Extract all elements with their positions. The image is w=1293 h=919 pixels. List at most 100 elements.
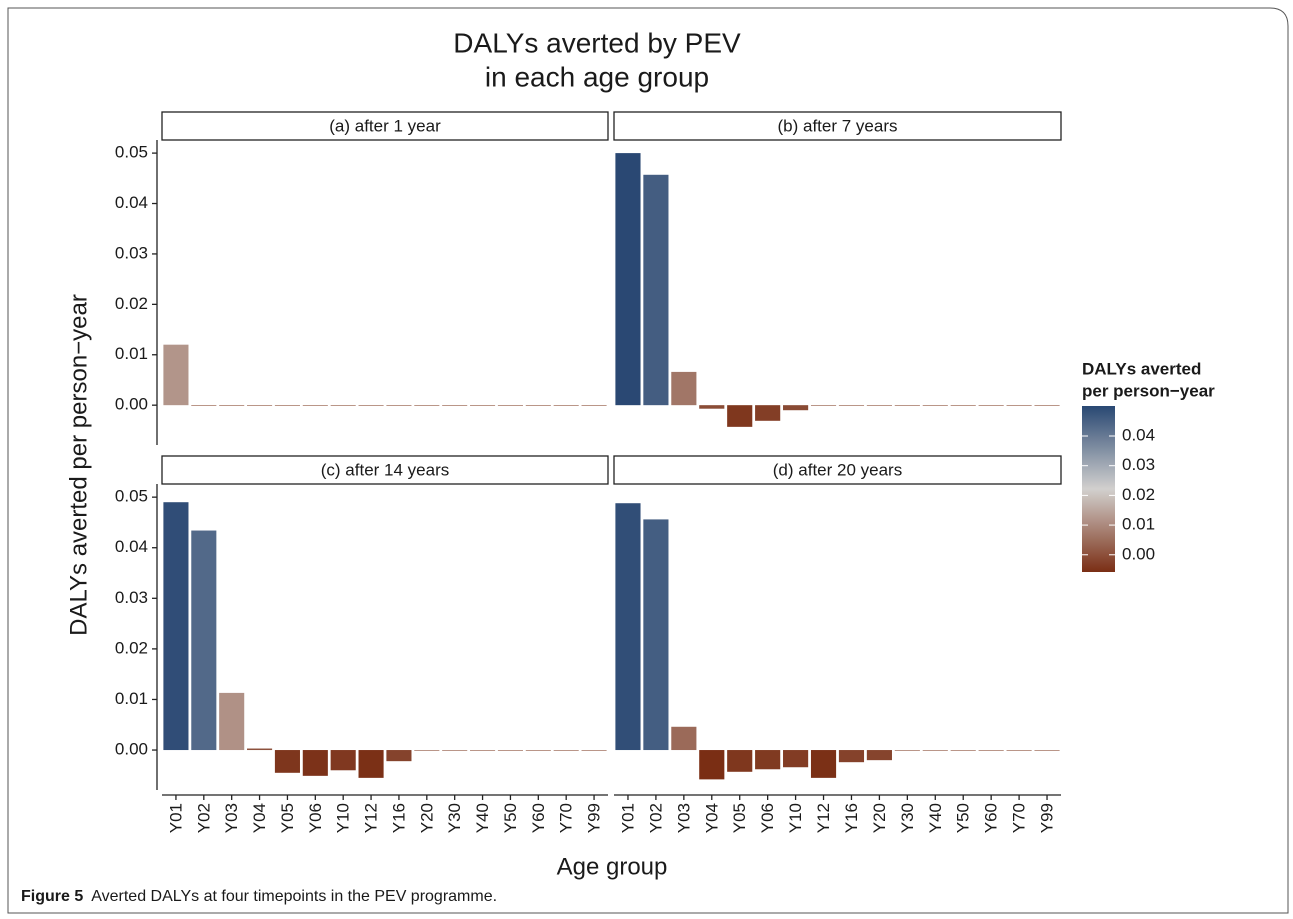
- x-tick-label: Y02: [646, 803, 665, 833]
- bar: [783, 750, 809, 768]
- x-tick-label: Y99: [585, 803, 604, 833]
- bar: [1006, 405, 1032, 406]
- y-tick-label: 0.00: [115, 740, 148, 759]
- bar: [581, 405, 607, 406]
- caption-text: Averted DALYs at four timepoints in the …: [91, 888, 497, 905]
- bar: [727, 405, 753, 427]
- bar: [1034, 750, 1060, 751]
- bar: [219, 692, 245, 751]
- bar: [191, 530, 217, 751]
- x-tick-label: Y60: [982, 803, 1001, 833]
- x-tick-label: Y04: [250, 803, 269, 833]
- bar: [386, 750, 412, 762]
- caption: Figure 5 Averted DALYs at four timepoints…: [21, 888, 497, 905]
- chart-title: DALYs averted by PEV: [453, 27, 741, 58]
- caption-label: Figure 5: [21, 888, 83, 905]
- bar: [810, 405, 837, 406]
- bar: [442, 750, 468, 751]
- y-tick-label: 0.05: [115, 487, 148, 506]
- y-tick-label: 0.02: [115, 294, 148, 313]
- bar: [302, 750, 328, 776]
- bar: [838, 750, 865, 763]
- bar: [838, 405, 865, 406]
- x-tick-label: Y03: [674, 803, 693, 833]
- x-tick-label: Y12: [362, 803, 381, 833]
- bar: [978, 750, 1004, 751]
- legend-tick-label: 0.01: [1122, 515, 1155, 534]
- x-tick-label: Y50: [501, 803, 520, 833]
- bar: [274, 405, 300, 406]
- strip-title: (b) after 7 years: [778, 116, 898, 135]
- bar: [358, 750, 384, 778]
- strip: [161, 455, 609, 485]
- strip: [613, 111, 1062, 141]
- bar: [810, 750, 837, 778]
- bar: [163, 344, 189, 406]
- legend-tick-label: 0.03: [1122, 455, 1155, 474]
- legend-tick-label: 0.04: [1122, 425, 1155, 444]
- x-tick-label: Y20: [417, 803, 436, 833]
- bar: [470, 405, 496, 406]
- bar: [615, 503, 641, 751]
- strip-title: (c) after 14 years: [321, 460, 450, 479]
- y-tick-label: 0.01: [115, 344, 148, 363]
- legend-tick-label: 0.00: [1122, 544, 1155, 563]
- bar: [302, 405, 328, 406]
- bar: [755, 750, 781, 770]
- x-tick-label: Y40: [926, 803, 945, 833]
- legend-title: per person−year: [1082, 381, 1215, 400]
- strip: [161, 111, 609, 141]
- strip-title: (a) after 1 year: [329, 116, 441, 135]
- bar: [358, 405, 384, 406]
- bar: [163, 502, 189, 751]
- x-tick-label: Y30: [898, 803, 917, 833]
- x-tick-label: Y40: [473, 803, 492, 833]
- bar: [894, 750, 920, 751]
- x-tick-label: Y20: [870, 803, 889, 833]
- y-tick-label: 0.03: [115, 588, 148, 607]
- bar: [247, 405, 273, 406]
- bar: [727, 750, 753, 772]
- x-tick-label: Y02: [194, 803, 213, 833]
- y-tick-label: 0.04: [115, 537, 148, 556]
- y-tick-label: 0.04: [115, 193, 148, 212]
- bar: [950, 405, 976, 406]
- bar: [553, 405, 579, 406]
- bar: [386, 405, 412, 406]
- legend-tick-label: 0.02: [1122, 485, 1155, 504]
- x-axis-title: Age group: [557, 853, 668, 880]
- bar: [699, 750, 725, 780]
- chart-title: in each age group: [485, 61, 709, 92]
- bar: [219, 405, 245, 406]
- x-tick-label: Y16: [389, 803, 408, 833]
- bar: [191, 405, 217, 406]
- bar: [671, 726, 697, 751]
- x-tick-label: Y06: [758, 803, 777, 833]
- y-tick-label: 0.00: [115, 395, 148, 414]
- bar: [922, 750, 948, 751]
- bar: [553, 750, 579, 751]
- bar: [755, 405, 781, 421]
- bar: [615, 153, 641, 406]
- x-tick-label: Y10: [334, 803, 353, 833]
- bar: [783, 405, 809, 411]
- bar: [470, 750, 496, 751]
- bar: [330, 405, 356, 406]
- y-tick-label: 0.03: [115, 243, 148, 262]
- x-tick-label: Y05: [730, 803, 749, 833]
- bar: [442, 405, 468, 406]
- bar: [274, 750, 300, 773]
- bar: [922, 405, 948, 406]
- x-tick-label: Y60: [529, 803, 548, 833]
- bar: [978, 405, 1004, 406]
- y-tick-label: 0.05: [115, 143, 148, 162]
- x-tick-label: Y16: [842, 803, 861, 833]
- x-tick-label: Y05: [278, 803, 297, 833]
- bar: [414, 750, 440, 751]
- x-tick-label: Y01: [166, 803, 185, 833]
- x-tick-label: Y30: [445, 803, 464, 833]
- y-axis-title: DALYs averted per person−year: [65, 294, 92, 636]
- x-tick-label: Y70: [1010, 803, 1029, 833]
- bar: [330, 750, 356, 771]
- bar: [866, 405, 892, 406]
